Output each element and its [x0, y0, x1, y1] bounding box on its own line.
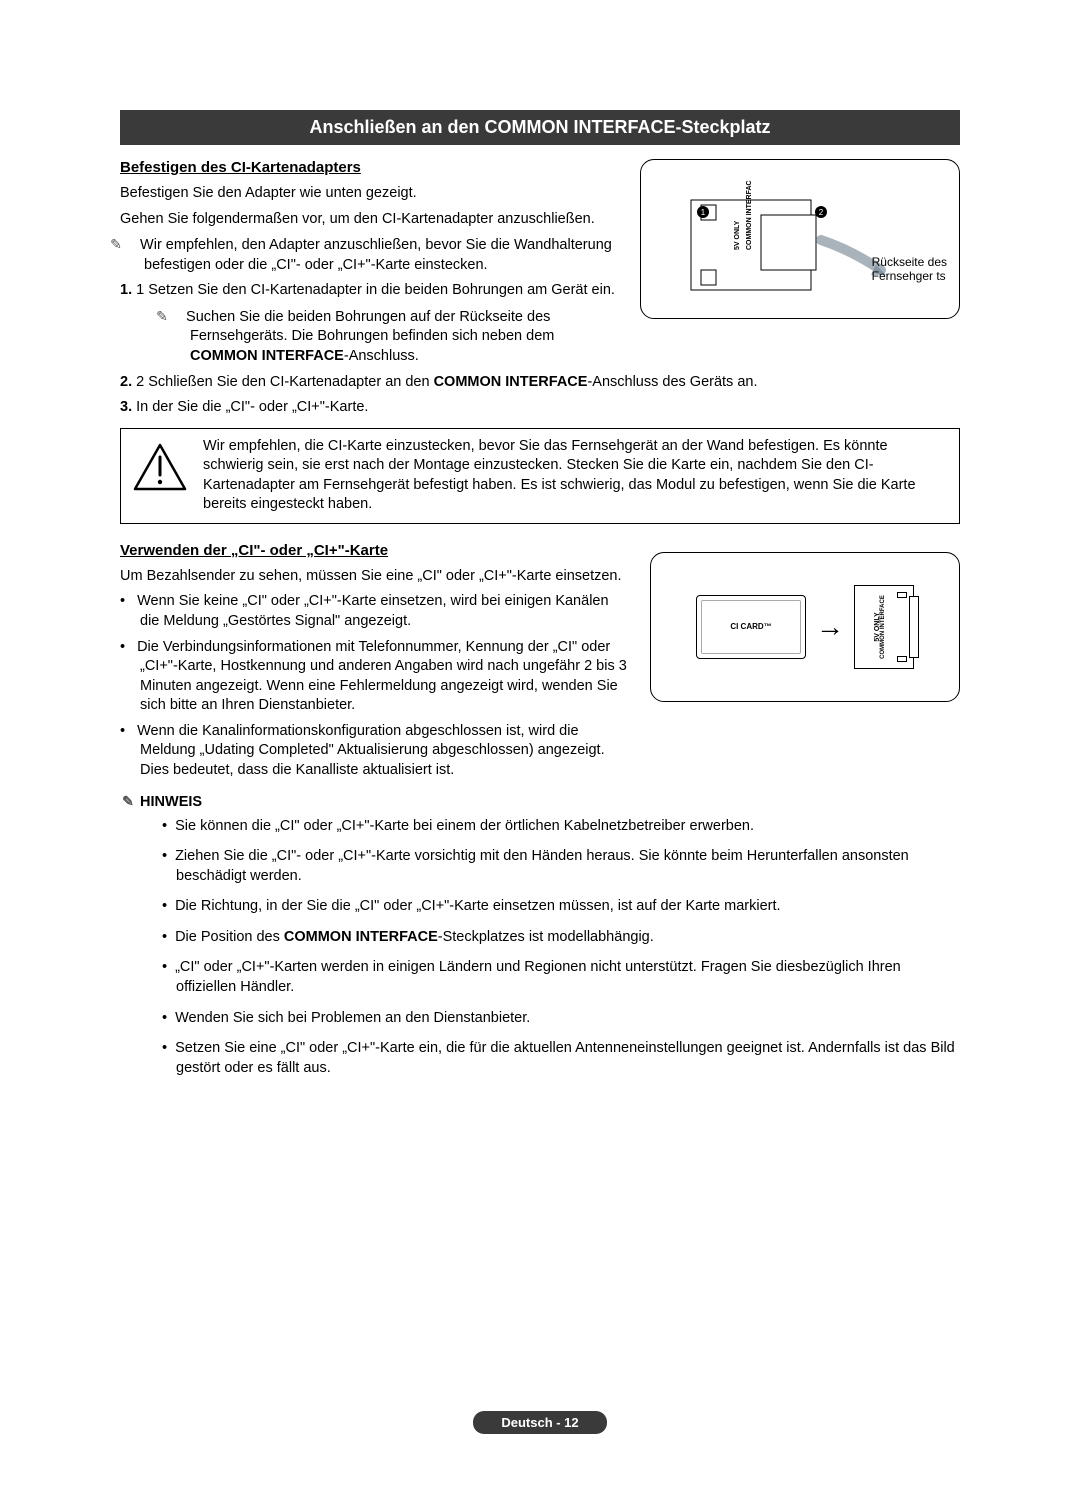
note-adapter: ✎ Wir empfehlen, den Adapter anzuschließ… [120, 235, 620, 275]
warning-text: Wir empfehlen, die CI-Karte einzustecken… [203, 437, 947, 515]
svg-text:1: 1 [701, 208, 706, 217]
hinweis-item: Die Position des COMMON INTERFACE-Steckp… [162, 927, 960, 947]
hinweis-item: Setzen Sie eine „CI" oder „CI+"-Karte ei… [162, 1038, 960, 1079]
hinweis-list: Sie können die „CI" oder „CI+"-Karte bei… [120, 816, 960, 1079]
warning-box: Wir empfehlen, die CI-Karte einzustecken… [120, 428, 960, 524]
hinweis-item: Wenden Sie sich bei Problemen an den Die… [162, 1008, 960, 1028]
figure-ci-card: CI CARD™ → 5V ONLY COMMON INTERFACE [650, 552, 960, 702]
p3: Um Bezahlsender zu sehen, müssen Sie ein… [120, 567, 630, 587]
hinweis-item: Ziehen Sie die „CI"- oder „CI+"-Karte vo… [162, 846, 960, 887]
page-number: Deutsch - 12 [473, 1411, 606, 1434]
figure-adapter: COMMON INTERFACE 5V ONLY 1 2 Rückseite d… [640, 159, 960, 319]
svg-text:2: 2 [819, 208, 824, 217]
section-header: Anschließen an den COMMON INTERFACE-Stec… [120, 110, 960, 145]
hinweis-item: „CI" oder „CI+"-Karten werden in einigen… [162, 957, 960, 998]
hinweis-item: Die Richtung, in der Sie die „CI" oder „… [162, 896, 960, 916]
warning-icon [133, 443, 187, 491]
bullet-list: Wenn Sie keine „CI" oder „CI+"-Karte ein… [120, 592, 630, 780]
bullet-item: Die Verbindungsinformationen mit Telefon… [120, 638, 630, 716]
heading-befestigen: Befestigen des CI-Kartenadapters [120, 159, 620, 176]
step-3: 3. In der Sie die „CI"- oder „CI+"-Karte… [120, 398, 960, 418]
svg-text:COMMON INTERFACE: COMMON INTERFACE [746, 180, 753, 250]
note-icon: ✎ [120, 235, 136, 254]
svg-text:5V ONLY: 5V ONLY [734, 220, 741, 250]
hinweis-item: Sie können die „CI" oder „CI+"-Karte bei… [162, 816, 960, 836]
ci-card-graphic: CI CARD™ [696, 595, 806, 659]
intro-p2: Gehen Sie folgendermaßen vor, um den CI-… [120, 210, 620, 230]
bullet-item: Wenn die Kanalinformationskonfiguration … [120, 722, 630, 781]
step-1-subnote: ✎ Suchen Sie die beiden Bohrungen auf de… [120, 307, 620, 367]
slot-graphic: 5V ONLY COMMON INTERFACE [854, 585, 914, 669]
page-footer: Deutsch - 12 [0, 1411, 1080, 1434]
adapter-diagram-svg: COMMON INTERFACE 5V ONLY 1 2 [651, 180, 951, 320]
note-icon: ✎ [120, 793, 136, 810]
bullet-item: Wenn Sie keine „CI" oder „CI+"-Karte ein… [120, 592, 630, 631]
intro-p1: Befestigen Sie den Adapter wie unten gez… [120, 184, 620, 204]
step-2: 2. 2 Schließen Sie den CI-Kartenadapter … [120, 373, 960, 393]
step-1: 1. 1 Setzen Sie den CI-Kartenadapter in … [120, 281, 620, 301]
heading-verwenden: Verwenden der „CI"- oder „CI+"-Karte [120, 542, 630, 559]
note-icon: ✎ [166, 307, 182, 326]
figure-label: Rückseite desFernsehger ts [872, 255, 947, 284]
arrow-icon: → [816, 611, 844, 643]
hinweis-heading: ✎ HINWEIS [120, 793, 960, 810]
